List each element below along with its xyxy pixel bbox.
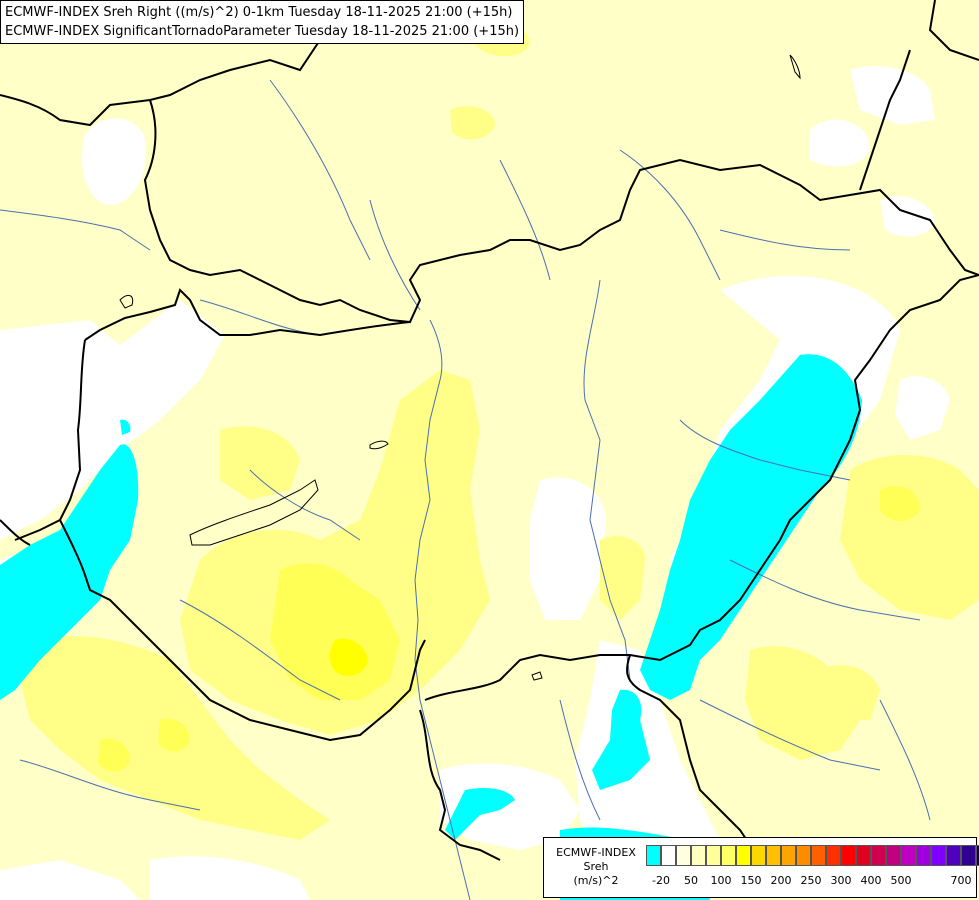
- legend-tick-label: 200: [770, 874, 792, 887]
- legend-swatch: [691, 845, 706, 866]
- legend-swatch: [646, 845, 661, 866]
- title-line-1: ECMWF-INDEX Sreh Right ((m/s)^2) 0-1km T…: [5, 5, 513, 20]
- legend-swatch: [706, 845, 721, 866]
- legend-swatch: [796, 845, 811, 866]
- legend-tick-label: 400: [860, 874, 882, 887]
- legend-tick-label: 100: [710, 874, 732, 887]
- legend-variable: Sreh: [583, 860, 609, 873]
- legend-swatch: [916, 845, 931, 866]
- legend-tick-label: 300: [830, 874, 852, 887]
- legend-heading: ECMWF-INDEX Sreh (m/s)^2: [546, 846, 646, 888]
- legend-swatch: [781, 845, 796, 866]
- legend-swatch: [751, 845, 766, 866]
- legend-swatch: [766, 845, 781, 866]
- title-box: ECMWF-INDEX Sreh Right ((m/s)^2) 0-1km T…: [0, 0, 525, 44]
- legend-tick-label: 700: [950, 874, 972, 887]
- border-lines: [0, 0, 979, 881]
- legend-swatch: [676, 845, 691, 866]
- legend-colorbar: [646, 845, 979, 866]
- legend-model: ECMWF-INDEX: [556, 846, 636, 859]
- legend-tick-label: 50: [684, 874, 698, 887]
- legend-swatch: [826, 845, 841, 866]
- field-yellow-areas: [20, 18, 979, 840]
- legend-swatch: [901, 845, 916, 866]
- legend-swatch: [811, 845, 826, 866]
- legend-swatch: [931, 845, 946, 866]
- legend-swatch: [886, 845, 901, 866]
- legend-unit: (m/s)^2: [573, 874, 619, 887]
- legend-tick-label: 150: [740, 874, 762, 887]
- legend-tick-label: 500: [890, 874, 912, 887]
- legend-swatch: [961, 845, 976, 866]
- legend: ECMWF-INDEX Sreh (m/s)^2 -20 50 100 150 200 2…: [543, 837, 979, 898]
- title-line-2: ECMWF-INDEX SignificantTornadoParameter …: [5, 24, 520, 39]
- legend-swatch: [946, 845, 961, 866]
- legend-swatch: [721, 845, 736, 866]
- legend-swatch: [661, 845, 676, 866]
- legend-tick-label: 250: [800, 874, 822, 887]
- legend-swatch: [841, 845, 856, 866]
- legend-swatch: [736, 845, 751, 866]
- river-lines: [0, 79, 931, 900]
- legend-tick-label: -20: [652, 874, 670, 887]
- legend-swatch: [871, 845, 886, 866]
- legend-swatch: [856, 845, 871, 866]
- lake-outlines: [119, 54, 801, 681]
- legend-swatch: [976, 845, 979, 866]
